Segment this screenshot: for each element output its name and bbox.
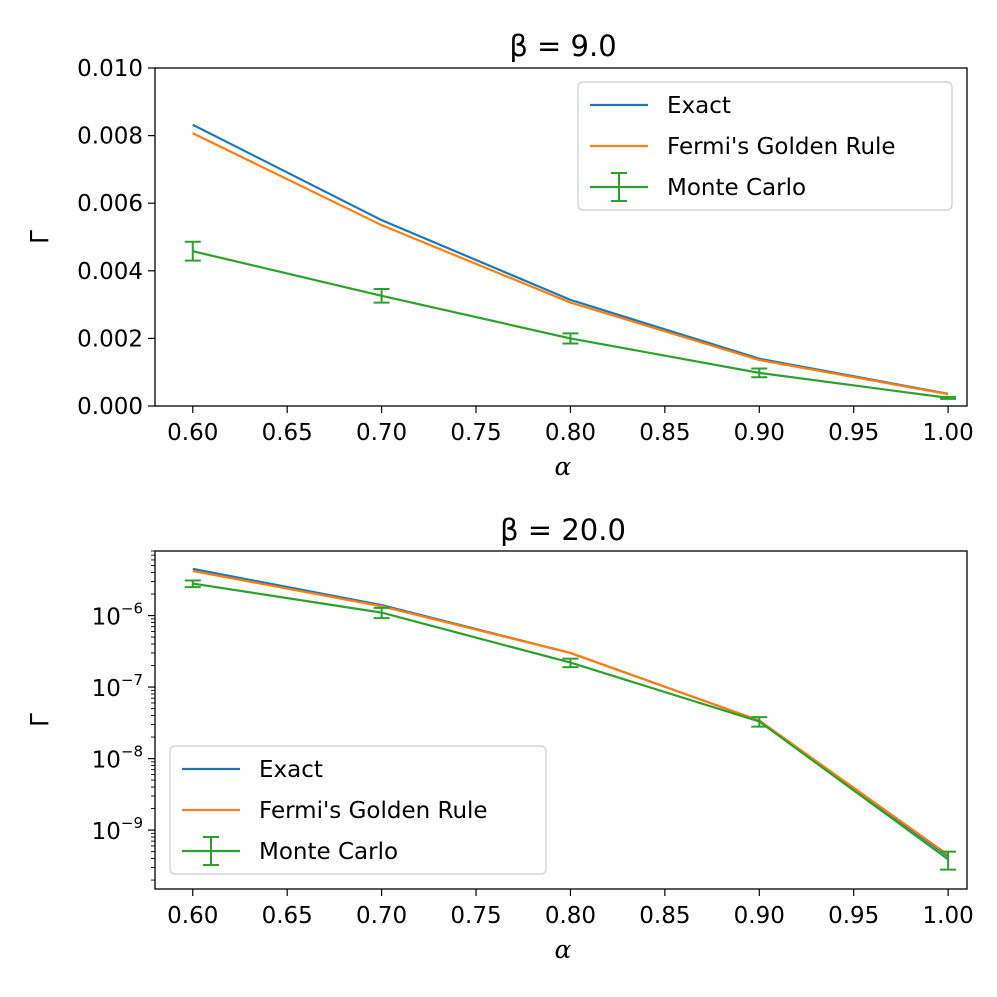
error-bar <box>940 395 957 400</box>
error-bar <box>184 240 201 262</box>
x-tick-label: 0.70 <box>356 903 407 929</box>
legend-box <box>169 745 547 875</box>
legend-item: Exact <box>182 757 323 783</box>
legend-label: Exact <box>667 93 731 119</box>
series-fermi-s-golden-rule <box>192 132 949 396</box>
error-bar <box>751 367 768 379</box>
y-tick-label: 0.002 <box>77 326 143 352</box>
chart-beta-20: β = 20.0 0.60 0.65 0.70 0.75 0.80 0.85 0.90 0.9… <box>25 513 974 964</box>
x-tick-label: 0.80 <box>545 903 596 929</box>
x-tick-label: 0.60 <box>167 420 218 446</box>
x-tick-label: 0.75 <box>450 420 501 446</box>
legend-box <box>577 81 953 211</box>
legend-item: Exact <box>590 93 731 119</box>
legend-label: Exact <box>259 757 323 783</box>
error-bar <box>940 850 957 871</box>
y-tick-label: 10−7 <box>92 671 143 702</box>
chart-beta-9: β = 9.0 0.60 0.65 0.70 0.75 0.80 0.85 0.90 0.95… <box>25 29 974 481</box>
x-tick-label: 0.60 <box>167 903 218 929</box>
error-bar <box>373 606 390 620</box>
error-bar <box>751 716 768 728</box>
legend-item: Monte Carlo <box>182 836 398 866</box>
chart-title: β = 9.0 <box>509 29 616 63</box>
x-tick-label: 0.80 <box>545 420 596 446</box>
y-tick-label: 0.006 <box>77 191 143 217</box>
x-tick-label: 1.00 <box>923 903 974 929</box>
x-tick-label: 0.75 <box>450 903 501 929</box>
legend-label: Monte Carlo <box>667 175 806 201</box>
series-fermi-s-golden-rule <box>192 569 949 856</box>
x-tick-label: 0.65 <box>262 903 313 929</box>
legend-item: Fermi's Golden Rule <box>590 134 896 160</box>
series-monte-carlo <box>184 240 957 400</box>
series-monte-carlo <box>184 579 957 871</box>
legend-item: Monte Carlo <box>590 172 806 202</box>
error-bar <box>562 332 579 345</box>
x-axis-label: α <box>555 452 572 481</box>
y-axis-label: Γ <box>25 230 54 244</box>
legend-label: Fermi's Golden Rule <box>259 798 488 824</box>
legend-label: Monte Carlo <box>259 839 398 865</box>
x-tick-label: 0.90 <box>734 420 785 446</box>
x-tick-label: 1.00 <box>923 420 974 446</box>
legend-label: Fermi's Golden Rule <box>667 134 896 160</box>
plot-frame <box>154 550 968 890</box>
series-line <box>192 250 949 399</box>
x-tick-label: 0.70 <box>356 420 407 446</box>
y-tick-label: 0.008 <box>77 124 143 150</box>
chart-title: β = 20.0 <box>500 513 626 547</box>
y-tick-label: 0.004 <box>77 259 143 285</box>
x-tick-label: 0.65 <box>262 420 313 446</box>
error-bar <box>184 579 201 589</box>
legend-item: Fermi's Golden Rule <box>182 798 488 824</box>
x-tick-label: 0.95 <box>828 903 879 929</box>
x-tick-label: 0.85 <box>639 420 690 446</box>
plot-frame <box>154 67 968 407</box>
series-line <box>192 569 949 856</box>
series-line <box>192 132 949 396</box>
y-tick-label: 0.010 <box>77 56 143 82</box>
error-bar <box>562 657 579 669</box>
x-tick-label: 0.95 <box>828 420 879 446</box>
x-tick-label: 0.85 <box>639 903 690 929</box>
x-tick-label: 0.90 <box>734 903 785 929</box>
y-tick-label: 0.000 <box>77 394 143 420</box>
x-axis-label: α <box>555 935 572 964</box>
y-tick-label: 10−8 <box>92 743 143 774</box>
y-axis-label: Γ <box>25 713 54 727</box>
y-tick-label: 10−9 <box>92 814 143 845</box>
error-bar <box>373 288 390 304</box>
y-tick-label: 10−6 <box>92 600 143 631</box>
